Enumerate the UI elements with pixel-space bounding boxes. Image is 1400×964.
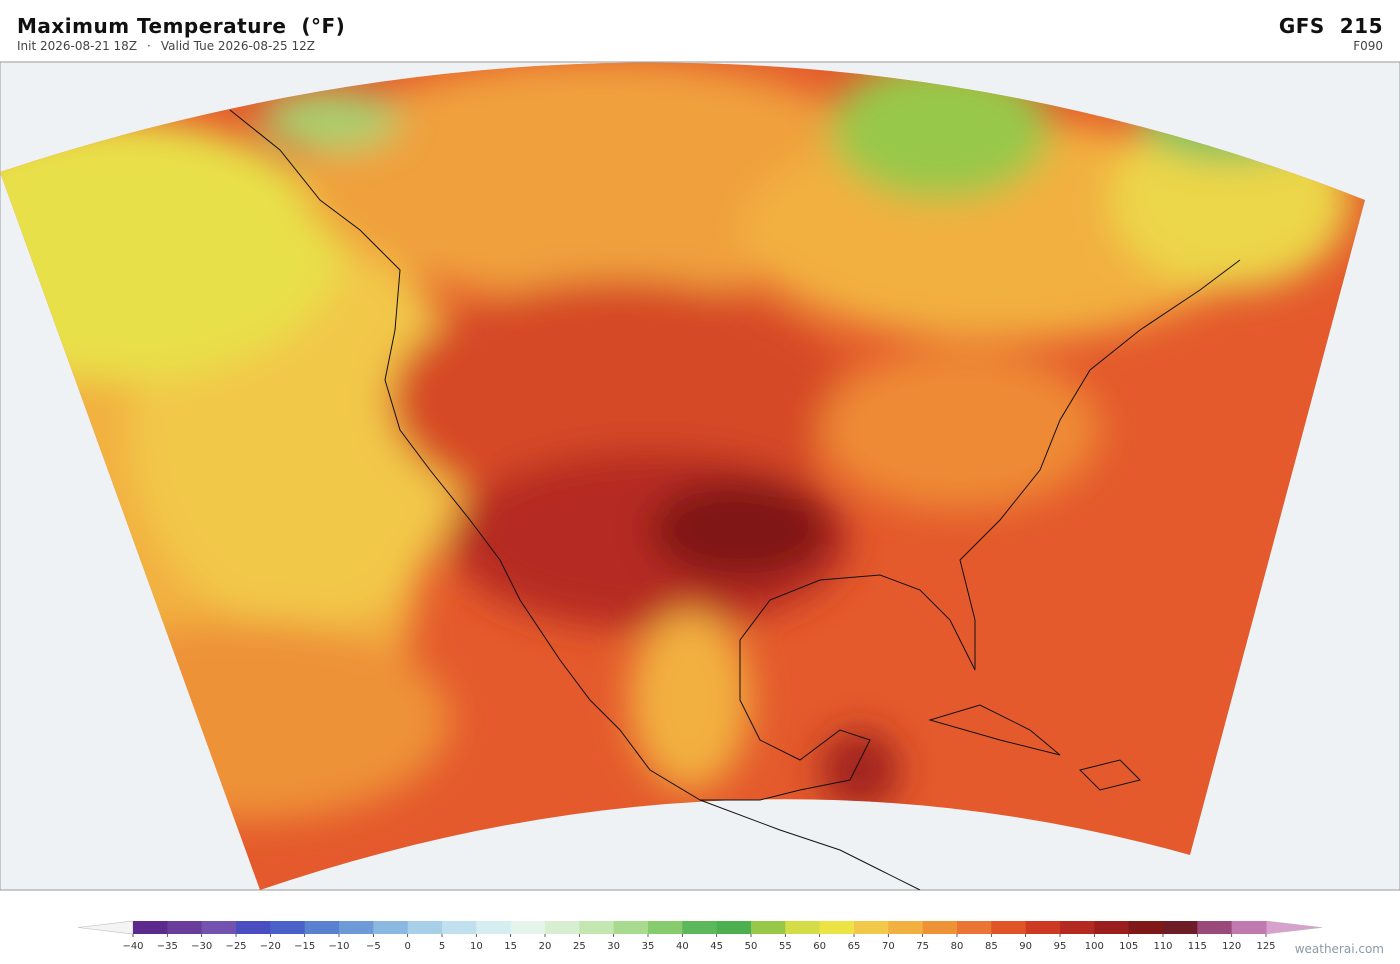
colorbar-segment <box>922 921 958 934</box>
colorbar-tick-label: 80 <box>951 941 964 952</box>
colorbar-segment <box>1231 921 1267 934</box>
colorbar-tick-label: 40 <box>676 941 689 952</box>
watermark: weatherai.com <box>1294 942 1384 956</box>
colorbar-segment <box>854 921 889 934</box>
colorbar-tick-label: 95 <box>1054 941 1067 952</box>
colorbar-tick-label: 75 <box>916 941 929 952</box>
colorbar-segment <box>1197 921 1233 934</box>
colorbar-segment <box>339 921 374 934</box>
colorbar-segment <box>407 921 443 934</box>
colorbar-segment <box>442 921 477 934</box>
colorbar-segment <box>1025 921 1061 934</box>
colorbar-segment <box>1128 921 1164 934</box>
colorbar-segment <box>545 921 580 934</box>
colorbar-segment <box>133 921 168 934</box>
colorbar-tick-label: 25 <box>573 941 586 952</box>
colorbar-tick-label: −25 <box>225 941 246 952</box>
colorbar-tick-label: 125 <box>1256 941 1275 952</box>
colorbar-tick-label: 5 <box>439 941 445 952</box>
colorbar-segment <box>579 921 615 934</box>
colorbar-tick-label: 70 <box>882 941 895 952</box>
colorbar-segment <box>751 921 786 934</box>
colorbar-segment <box>236 921 271 934</box>
colorbar-tick-label: −5 <box>366 941 381 952</box>
colorbar-tick-label: 85 <box>985 941 998 952</box>
colorbar-tick-label: 45 <box>710 941 723 952</box>
map-title: Maximum Temperature (°F) <box>17 14 346 38</box>
colorbar-segment <box>819 921 855 934</box>
colorbar-tick-label: 110 <box>1153 941 1172 952</box>
colorbar-segment <box>785 921 821 934</box>
colorbar-segment <box>613 921 649 934</box>
colorbar-segment <box>716 921 752 934</box>
colorbar-tick-label: −15 <box>294 941 315 952</box>
colorbar-under <box>77 920 134 935</box>
colorbar-tick-label: −20 <box>260 941 281 952</box>
colorbar-segment <box>888 921 924 934</box>
colorbar-tick-label: 65 <box>848 941 861 952</box>
colorbar-tick-label: 35 <box>642 941 655 952</box>
colorbar-tick-label: 60 <box>813 941 826 952</box>
colorbar-tick-label: −30 <box>191 941 212 952</box>
colorbar-tick-label: 15 <box>504 941 517 952</box>
colorbar-segment <box>304 921 340 934</box>
colorbar-tick-label: 55 <box>779 941 792 952</box>
colorbar-segment <box>648 921 683 934</box>
colorbar-segment <box>957 921 992 934</box>
colorbar-tick-label: 50 <box>745 941 758 952</box>
forecast-hour: F090 <box>1353 39 1383 53</box>
coastlines <box>229 109 1241 890</box>
colorbar-tick-label: 115 <box>1188 941 1207 952</box>
separator: · <box>147 39 151 53</box>
colorbar-tick-label: 100 <box>1085 941 1104 952</box>
subtitle: Init 2026-08-21 18Z · Valid Tue 2026-08-25… <box>17 39 325 53</box>
colorbar-tick-label: 20 <box>539 941 552 952</box>
colorbar-tick-label: −10 <box>328 941 349 952</box>
colorbar-tick-label: 10 <box>470 941 483 952</box>
colorbar-segment <box>1094 921 1130 934</box>
colorbar-segment <box>476 921 512 934</box>
model-name: GFS 215 <box>1278 14 1383 38</box>
colorbar-tick-label: 105 <box>1119 941 1138 952</box>
colorbar-segment <box>201 921 237 934</box>
colorbar-tick-label: 30 <box>607 941 620 952</box>
colorbar-tick-label: 90 <box>1019 941 1032 952</box>
colorbar-tick-label: −35 <box>157 941 178 952</box>
init-time: Init 2026-08-21 18Z <box>17 39 138 53</box>
colorbar-segment <box>167 921 203 934</box>
colorbar-segment <box>270 921 306 934</box>
colorbar-tick-label: 120 <box>1222 941 1241 952</box>
colorbar-segment <box>510 921 546 934</box>
colorbar-tick-label: −40 <box>122 941 143 952</box>
valid-time: Valid Tue 2026-08-25 12Z <box>160 39 315 53</box>
colorbar-tick-label: 0 <box>404 941 410 952</box>
colorbar-segment <box>991 921 1027 934</box>
colorbar-over <box>1265 920 1323 935</box>
colorbar-segment <box>1060 921 1095 934</box>
colorbar-segment <box>373 921 409 934</box>
colorbar-segment <box>1163 921 1198 934</box>
colorbar-segment <box>682 921 718 934</box>
